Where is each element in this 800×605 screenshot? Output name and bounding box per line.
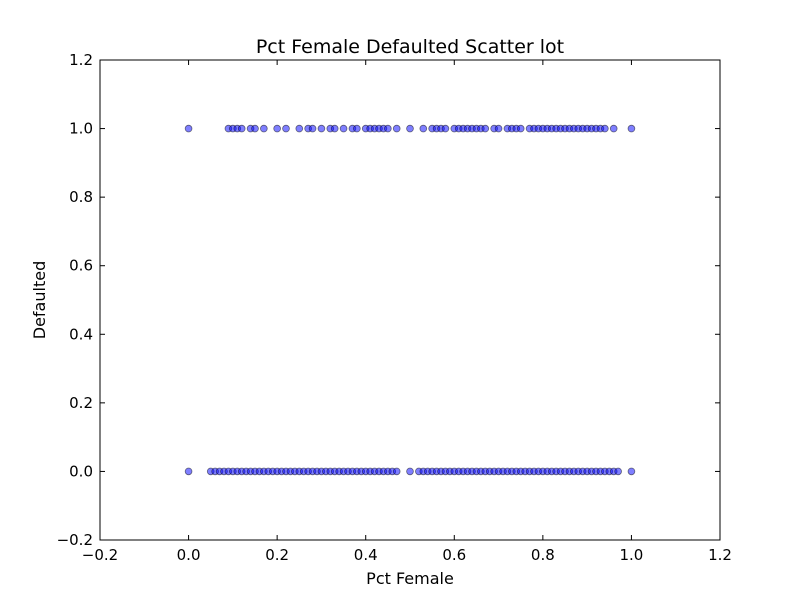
scatter-point [339, 124, 348, 133]
scatter-point [384, 124, 392, 133]
scatter-point [282, 124, 290, 133]
scatter-point [295, 124, 304, 133]
scatter-point [392, 124, 401, 133]
scatter-point [614, 467, 622, 476]
scatter-point [494, 124, 503, 133]
x-tick-label: 0.8 [531, 546, 555, 564]
plot-frame [99, 59, 721, 541]
scatter-point [392, 467, 401, 476]
x-axis-label: Pct Female [366, 569, 454, 588]
scatter-point [627, 467, 636, 476]
x-tick-label: −0.2 [82, 546, 118, 564]
y-tick-label: 0.2 [69, 394, 93, 412]
scatter-point [330, 124, 339, 133]
chart-title: Pct Female Defaulted Scatter lot [256, 36, 564, 58]
scatter-point [516, 124, 525, 133]
scatter-point [237, 124, 246, 133]
scatter-point [308, 124, 317, 133]
x-tick-label: 0.2 [265, 546, 289, 564]
y-tick-label: 0.0 [69, 462, 93, 480]
ticks-layer: −0.2 0.0 0.2 0.4 0.6 0.8 1.0 1.2 −0.2 0.0 0.2 0.4 0.… [57, 51, 732, 564]
y-tick-label: 1.2 [69, 51, 93, 69]
x-tick-label: 1.0 [619, 546, 643, 564]
scatter-point [273, 124, 281, 133]
scatter-point [406, 467, 414, 476]
y-tick-label: 0.4 [69, 325, 93, 343]
y-axis-label: Defaulted [30, 261, 49, 339]
scatter-point [406, 124, 414, 133]
x-tick-label: 0.6 [442, 546, 466, 564]
scatter-point [184, 124, 193, 133]
x-tick-label: 0.0 [177, 546, 201, 564]
scatter-point [627, 124, 636, 133]
y-tick-label: 0.6 [69, 257, 93, 275]
scatter-point [317, 124, 326, 133]
scatter-point [419, 124, 428, 133]
scatter-point [260, 124, 268, 133]
scatter-point [441, 124, 450, 133]
y-tick-label: 1.0 [69, 120, 93, 138]
y-tick-label: 0.8 [69, 188, 93, 206]
y-tick-label: −0.2 [57, 531, 93, 549]
x-tick-label: 1.2 [708, 546, 732, 564]
scatter-point [251, 124, 259, 133]
scatter-point [601, 124, 609, 133]
points-layer [184, 124, 636, 476]
scatter-point [481, 124, 490, 133]
scatter-point [609, 124, 618, 133]
scatter-point [184, 467, 193, 476]
x-tick-label: 0.4 [354, 546, 378, 564]
scatter-point [353, 124, 361, 133]
